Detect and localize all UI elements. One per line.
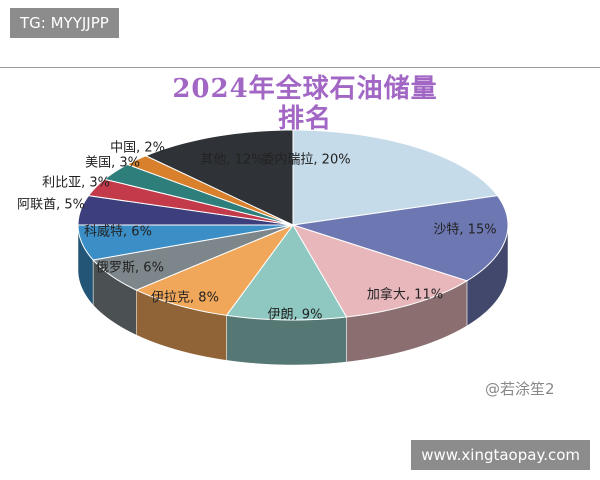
data-label: 阿联酋, 5%	[17, 197, 85, 213]
slice	[225, 224, 348, 321]
data-label: 其他, 12%	[200, 153, 263, 168]
data-label: 俄罗斯, 6%	[96, 261, 164, 276]
tg-badge: TG: MYYJJPP	[10, 8, 119, 38]
slice	[135, 223, 295, 316]
data-label: 利比亚, 3%	[42, 176, 110, 191]
slice-side	[226, 315, 347, 366]
watermark: @若涂笙2	[485, 380, 555, 398]
data-label: 中国, 2%	[110, 141, 165, 156]
data-label: 加拿大, 11%	[367, 287, 443, 303]
site-badge: www.xingtaopay.com	[411, 440, 590, 470]
slice	[87, 178, 294, 226]
data-label: 沙特, 15%	[433, 223, 496, 238]
chart-title: 2024年全球石油储量排名	[172, 74, 438, 134]
data-label: 科威特, 6%	[84, 225, 152, 240]
data-label: 伊朗, 9%	[268, 308, 323, 323]
slice	[292, 129, 499, 226]
data-label: 美国, 3%	[85, 156, 140, 171]
slice	[92, 224, 294, 291]
slice	[291, 224, 469, 318]
data-label: 伊拉克, 8%	[151, 291, 219, 306]
slice	[144, 129, 294, 226]
slice	[103, 163, 294, 226]
slice	[77, 224, 294, 261]
divider	[0, 67, 600, 68]
data-label: 委内瑞拉, 20%	[261, 152, 350, 168]
slice	[292, 195, 509, 282]
